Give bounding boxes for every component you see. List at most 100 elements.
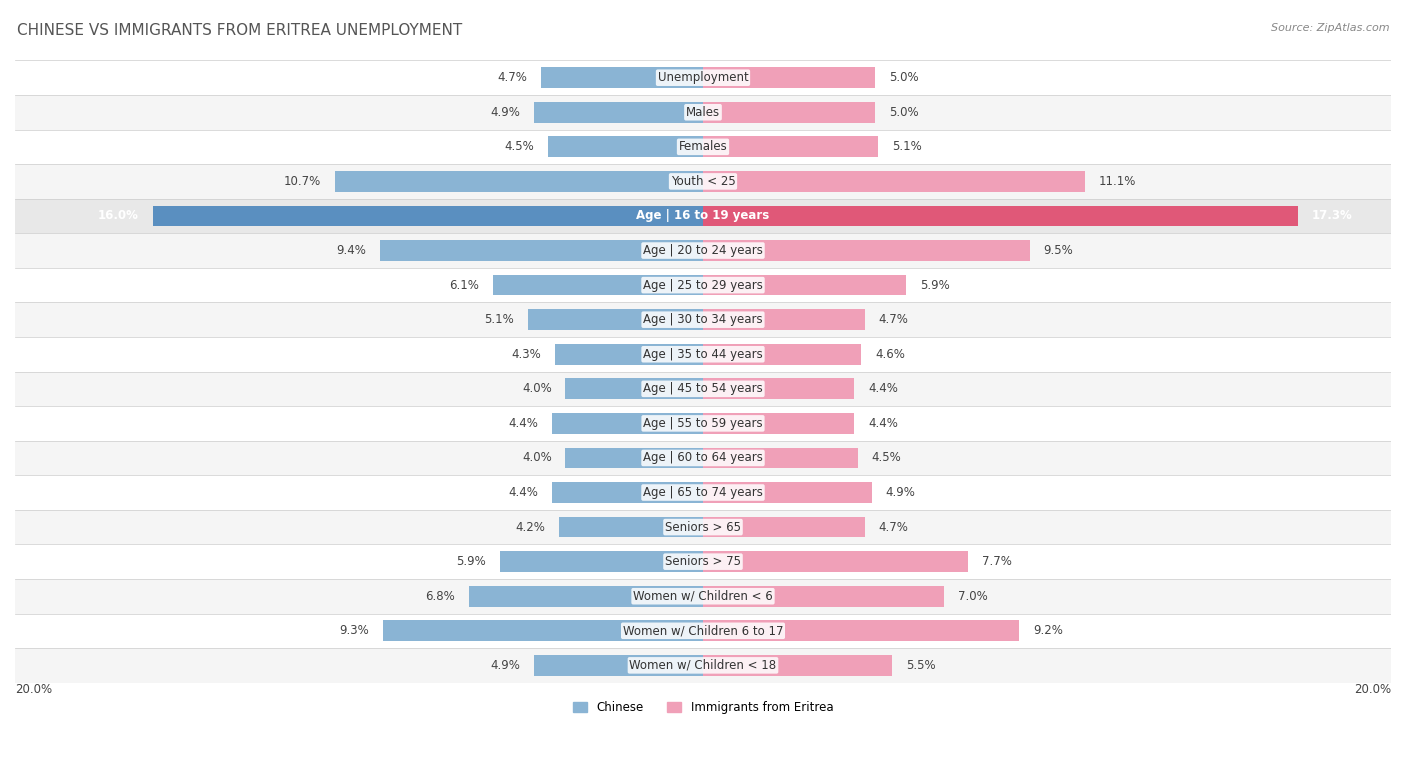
Bar: [534, 102, 703, 123]
Text: 9.3%: 9.3%: [340, 625, 370, 637]
Bar: [703, 482, 872, 503]
Text: Women w/ Children < 18: Women w/ Children < 18: [630, 659, 776, 672]
Text: Females: Females: [679, 140, 727, 154]
Bar: [703, 102, 875, 123]
Bar: [380, 240, 703, 261]
Bar: [15, 61, 1391, 95]
Text: Youth < 25: Youth < 25: [671, 175, 735, 188]
Text: Source: ZipAtlas.com: Source: ZipAtlas.com: [1271, 23, 1389, 33]
Text: Women w/ Children 6 to 17: Women w/ Children 6 to 17: [623, 625, 783, 637]
Bar: [703, 551, 967, 572]
Text: 5.9%: 5.9%: [920, 279, 949, 291]
Text: 4.4%: 4.4%: [868, 417, 898, 430]
Text: 16.0%: 16.0%: [98, 210, 139, 223]
Bar: [15, 337, 1391, 372]
Bar: [153, 206, 703, 226]
Text: Age | 25 to 29 years: Age | 25 to 29 years: [643, 279, 763, 291]
Bar: [470, 586, 703, 606]
Text: 4.3%: 4.3%: [512, 347, 541, 361]
Legend: Chinese, Immigrants from Eritrea: Chinese, Immigrants from Eritrea: [572, 701, 834, 714]
Text: Women w/ Children < 6: Women w/ Children < 6: [633, 590, 773, 603]
Bar: [703, 136, 879, 157]
Text: 9.4%: 9.4%: [336, 244, 366, 257]
Text: Age | 60 to 64 years: Age | 60 to 64 years: [643, 451, 763, 465]
Bar: [703, 517, 865, 537]
Bar: [565, 447, 703, 469]
Text: 4.4%: 4.4%: [508, 486, 538, 499]
Text: 10.7%: 10.7%: [284, 175, 321, 188]
Bar: [541, 67, 703, 88]
Text: 4.9%: 4.9%: [491, 659, 520, 672]
Text: 5.9%: 5.9%: [457, 555, 486, 569]
Bar: [703, 171, 1085, 192]
Bar: [501, 551, 703, 572]
Bar: [703, 206, 1298, 226]
Bar: [551, 413, 703, 434]
Bar: [15, 648, 1391, 683]
Bar: [565, 378, 703, 399]
Text: 6.8%: 6.8%: [426, 590, 456, 603]
Text: 17.3%: 17.3%: [1312, 210, 1353, 223]
Text: Age | 16 to 19 years: Age | 16 to 19 years: [637, 210, 769, 223]
Text: 7.0%: 7.0%: [957, 590, 987, 603]
Text: 4.0%: 4.0%: [522, 382, 551, 395]
Text: Seniors > 65: Seniors > 65: [665, 521, 741, 534]
Bar: [527, 310, 703, 330]
Text: Age | 65 to 74 years: Age | 65 to 74 years: [643, 486, 763, 499]
Bar: [703, 413, 855, 434]
Bar: [15, 233, 1391, 268]
Bar: [15, 302, 1391, 337]
Bar: [703, 447, 858, 469]
Text: Age | 55 to 59 years: Age | 55 to 59 years: [643, 417, 763, 430]
Bar: [703, 310, 865, 330]
Bar: [703, 586, 943, 606]
Text: Age | 35 to 44 years: Age | 35 to 44 years: [643, 347, 763, 361]
Text: 5.5%: 5.5%: [905, 659, 935, 672]
Bar: [534, 655, 703, 676]
Text: 11.1%: 11.1%: [1098, 175, 1136, 188]
Bar: [703, 275, 905, 295]
Text: 4.5%: 4.5%: [872, 451, 901, 465]
Text: 5.1%: 5.1%: [484, 313, 513, 326]
Bar: [15, 198, 1391, 233]
Bar: [15, 406, 1391, 441]
Bar: [15, 544, 1391, 579]
Bar: [15, 95, 1391, 129]
Bar: [15, 268, 1391, 302]
Bar: [15, 579, 1391, 613]
Text: 20.0%: 20.0%: [1354, 683, 1391, 696]
Bar: [15, 475, 1391, 509]
Bar: [15, 441, 1391, 475]
Text: Age | 20 to 24 years: Age | 20 to 24 years: [643, 244, 763, 257]
Bar: [703, 67, 875, 88]
Bar: [555, 344, 703, 365]
Text: 4.9%: 4.9%: [491, 106, 520, 119]
Text: 9.2%: 9.2%: [1033, 625, 1063, 637]
Bar: [382, 621, 703, 641]
Text: 4.4%: 4.4%: [508, 417, 538, 430]
Bar: [558, 517, 703, 537]
Text: 4.0%: 4.0%: [522, 451, 551, 465]
Text: 4.5%: 4.5%: [505, 140, 534, 154]
Text: 4.4%: 4.4%: [868, 382, 898, 395]
Text: 6.1%: 6.1%: [450, 279, 479, 291]
Bar: [703, 655, 893, 676]
Bar: [15, 509, 1391, 544]
Text: 5.0%: 5.0%: [889, 106, 918, 119]
Bar: [15, 129, 1391, 164]
Bar: [703, 344, 862, 365]
Text: Age | 45 to 54 years: Age | 45 to 54 years: [643, 382, 763, 395]
Text: 4.9%: 4.9%: [886, 486, 915, 499]
Text: Seniors > 75: Seniors > 75: [665, 555, 741, 569]
Bar: [15, 613, 1391, 648]
Text: 4.7%: 4.7%: [879, 313, 908, 326]
Text: Age | 30 to 34 years: Age | 30 to 34 years: [643, 313, 763, 326]
Text: 5.0%: 5.0%: [889, 71, 918, 84]
Bar: [494, 275, 703, 295]
Bar: [703, 378, 855, 399]
Text: 4.2%: 4.2%: [515, 521, 544, 534]
Bar: [703, 240, 1029, 261]
Bar: [15, 372, 1391, 406]
Text: 4.6%: 4.6%: [875, 347, 905, 361]
Text: Males: Males: [686, 106, 720, 119]
